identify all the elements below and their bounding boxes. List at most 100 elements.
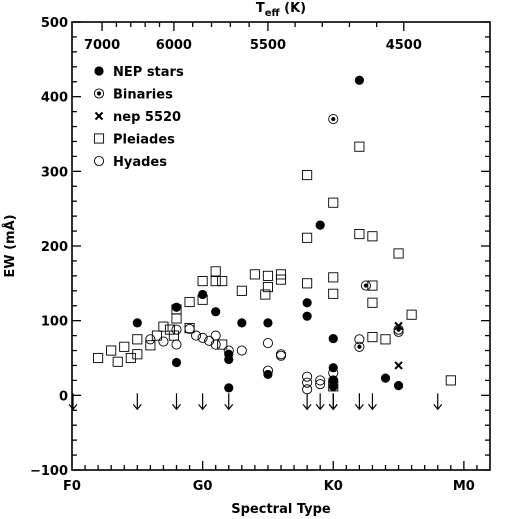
point-hyades (210, 339, 221, 350)
point-pleiades (328, 272, 339, 283)
top-axis-title: Teff (K) (256, 1, 306, 19)
upper-limit-arrow (315, 393, 325, 411)
point-pleiades (262, 270, 273, 281)
point-nep-stars (328, 381, 338, 391)
x-tick-label: F0 (63, 479, 81, 494)
point-pleiades (354, 141, 365, 152)
top-tick-label: 7000 (84, 38, 120, 53)
point-nep-stars (328, 333, 338, 344)
point-hyades (184, 323, 195, 334)
point-nep-stars (328, 363, 338, 373)
point-binaries (360, 280, 371, 291)
point-pleiades (328, 197, 339, 208)
point-hyades (315, 379, 326, 390)
upper-limit-arrow (302, 393, 312, 411)
legend-label: NEP stars (113, 65, 184, 80)
point-hyades (354, 334, 365, 345)
point-hyades (197, 332, 208, 343)
y-tick-label: −100 (30, 464, 68, 479)
point-hyades (302, 377, 313, 388)
legend-label: nep 5520 (113, 110, 181, 125)
point-hyades (158, 336, 169, 347)
point-pleiades (393, 248, 404, 259)
point-nep-stars (198, 289, 208, 300)
point-nep-stars (211, 307, 221, 317)
point-hyades (191, 330, 202, 341)
y-tick-label: 100 (41, 315, 68, 330)
point-pleiades (93, 352, 104, 364)
ticks-layer: −100 0 100 200 300 400 500 F0 G0 K0 M0 7000 6000 5500… (30, 16, 490, 494)
point-pleiades (132, 349, 143, 360)
legend-marker (93, 88, 105, 99)
point-pleiades (125, 352, 136, 364)
point-nep-stars (171, 357, 182, 368)
x-tick-label: G0 (193, 479, 213, 494)
point-hyades (171, 324, 182, 335)
top-axis-title-sub: eff (265, 8, 281, 19)
upper-limit-arrow (433, 393, 443, 411)
top-axis-title-text: Teff (K) (256, 1, 306, 19)
point-pleiades (354, 229, 365, 240)
point-pleiades (367, 231, 378, 242)
point-pleiades (236, 285, 247, 296)
point-hyades (302, 371, 313, 382)
x-axis-title: Spectral Type (231, 502, 331, 517)
point-pleiades (217, 276, 228, 287)
upper-limit-arrow (132, 393, 142, 411)
point-hyades (302, 384, 313, 395)
top-tick-label: 4500 (386, 38, 422, 53)
point-binaries (328, 114, 339, 125)
point-pleiades (260, 289, 271, 300)
point-pleiades (262, 282, 273, 293)
y-tick-label: 400 (41, 91, 68, 106)
point-pleiades (132, 334, 143, 345)
point-nep-stars (263, 318, 273, 328)
point-pleiades (171, 313, 182, 324)
point-pleiades (249, 269, 260, 280)
point-pleiades (328, 288, 339, 299)
point-nep-stars (354, 75, 364, 85)
point-pleiades (367, 332, 378, 343)
point-pleiades (302, 170, 313, 181)
top-tick-label: 5500 (250, 38, 286, 53)
point-nep-stars (380, 373, 391, 383)
point-pleiades (367, 297, 378, 308)
y-axis-title: EW (mÅ) (2, 214, 18, 277)
data-marks-layer (68, 75, 456, 411)
point-pleiades (119, 341, 130, 352)
upper-limit-arrow (198, 393, 208, 411)
point-hyades (262, 338, 273, 349)
point-pleiades (184, 323, 195, 334)
legend-label: Binaries (113, 88, 173, 103)
point-nep-stars (263, 369, 273, 380)
point-hyades (275, 350, 287, 361)
point-nep-stars (237, 318, 247, 328)
upper-limit-arrow (354, 393, 364, 411)
point-pleiades (380, 334, 391, 345)
point-pleiades (145, 340, 156, 351)
point-nep-stars (393, 381, 404, 391)
point-pleiades (406, 309, 417, 320)
upper-limit-arrow (328, 393, 338, 411)
point-pleiades (302, 278, 313, 289)
point-pleiades (210, 266, 221, 277)
point-nep-stars (224, 383, 234, 393)
point-hyades (315, 375, 326, 386)
y-tick-label: 500 (41, 16, 68, 31)
point-hyades (145, 334, 156, 345)
point-pleiades (302, 232, 313, 243)
point-pleiades (210, 276, 221, 287)
legend: NEP stars Binaries nep 5520 Pleiades Hyades (93, 65, 184, 170)
y-tick-label: 200 (41, 240, 68, 255)
legend-marker (94, 66, 104, 76)
point-pleiades (106, 345, 117, 356)
top-tick-label: 6000 (156, 38, 192, 53)
point-pleiades (184, 296, 195, 308)
legend-marker (94, 111, 104, 121)
point-pleiades (164, 324, 176, 335)
point-hyades (171, 339, 182, 350)
point-pleiades (275, 269, 287, 280)
top-axis-title-unit: (K) (280, 1, 306, 16)
legend-label: Pleiades (113, 133, 175, 148)
